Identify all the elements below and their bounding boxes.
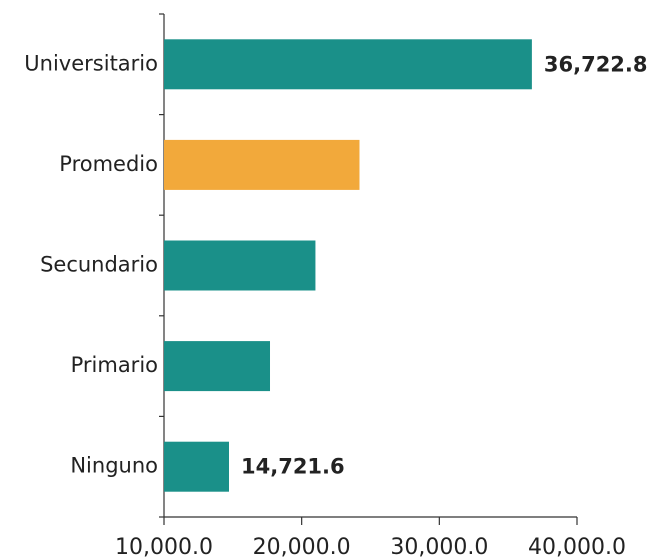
bar bbox=[164, 441, 230, 492]
x-tick-label: 30,000.0 bbox=[390, 535, 488, 559]
y-tick-label: Promedio bbox=[59, 152, 158, 176]
bar bbox=[164, 240, 316, 291]
x-tick-label: 40,000.0 bbox=[528, 535, 626, 559]
bar bbox=[164, 39, 532, 90]
y-tick-label: Secundario bbox=[40, 253, 158, 277]
x-tick-label: 20,000.0 bbox=[253, 535, 351, 559]
x-tick-label: 10,000.0 bbox=[115, 535, 213, 559]
bar bbox=[164, 341, 271, 392]
value-label: 36,722.8 bbox=[544, 52, 648, 76]
y-tick-label: Ninguno bbox=[70, 454, 158, 478]
y-tick-label: Primario bbox=[71, 353, 158, 377]
y-tick-label: Universitario bbox=[24, 51, 158, 75]
value-label: 14,721.6 bbox=[241, 455, 345, 479]
bar bbox=[164, 139, 360, 190]
